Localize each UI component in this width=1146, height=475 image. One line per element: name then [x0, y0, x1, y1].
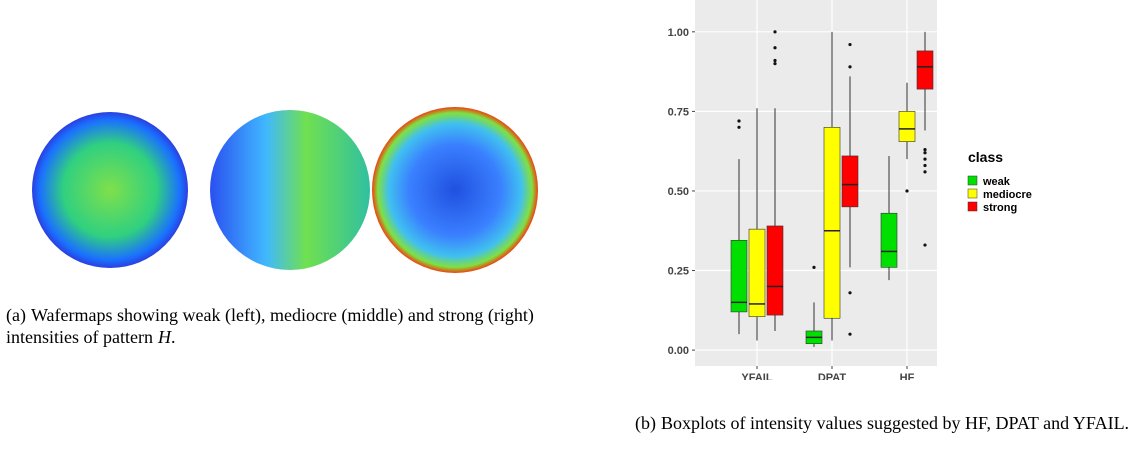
caption-text: Boxplots of intensity values suggested b…: [661, 413, 1129, 433]
x-tick-label: HF: [900, 372, 915, 380]
box: [767, 226, 783, 315]
caption-label: (a): [6, 305, 26, 325]
y-tick-label: 1.00: [668, 27, 689, 39]
chart: 0.00 0.25 0.50 0.75 1.00 YFAIL DPAT HF class weak…: [630, 0, 1110, 380]
page: (a)Wafermaps showing weak (left), medioc…: [0, 0, 1146, 475]
caption-a: (a)Wafermaps showing weak (left), medioc…: [6, 304, 606, 348]
box: [824, 127, 840, 318]
box: [842, 156, 858, 207]
legend-label: weak: [982, 176, 1011, 188]
caption-end: .: [171, 327, 176, 347]
y-tick-label: 0.00: [668, 345, 689, 357]
caption-symbol: H: [158, 327, 171, 347]
outlier: [848, 333, 851, 336]
y-tick-label: 0.75: [668, 106, 689, 118]
y-tick-label: 0.25: [668, 266, 689, 278]
outlier: [773, 62, 776, 65]
outlier: [923, 164, 926, 167]
caption-b: (b)Boxplots of intensity values suggeste…: [635, 412, 1135, 434]
wafer-mediocre: [210, 110, 370, 270]
outlier: [737, 126, 740, 129]
outlier: [905, 189, 908, 192]
legend-label: mediocre: [983, 189, 1032, 201]
wafermaps: [0, 0, 620, 300]
outlier: [773, 46, 776, 49]
legend-label: strong: [983, 202, 1017, 214]
x-tick-label: DPAT: [818, 372, 847, 380]
outlier: [812, 266, 815, 269]
outlier: [848, 291, 851, 294]
legend-title: class: [968, 149, 1003, 165]
legend-key: [968, 202, 977, 211]
outlier: [848, 43, 851, 46]
outlier: [773, 59, 776, 62]
box: [731, 240, 747, 312]
x-tick-label: YFAIL: [741, 372, 772, 380]
box: [917, 51, 933, 89]
wafer-strong: [372, 107, 538, 273]
outlier: [848, 65, 851, 68]
wafer-weak: [32, 112, 188, 268]
legend-key: [968, 189, 977, 198]
outlier: [923, 243, 926, 246]
outlier: [773, 30, 776, 33]
y-tick-label: 0.50: [668, 186, 689, 198]
box: [899, 111, 915, 141]
outlier: [737, 119, 740, 122]
outlier: [923, 170, 926, 173]
caption-label: (b): [635, 413, 656, 433]
box: [881, 213, 897, 267]
legend-key: [968, 176, 977, 185]
outlier: [923, 158, 926, 161]
caption-text: Wafermaps showing weak (left), mediocre …: [6, 305, 534, 347]
outlier: [923, 151, 926, 154]
outlier: [923, 148, 926, 151]
